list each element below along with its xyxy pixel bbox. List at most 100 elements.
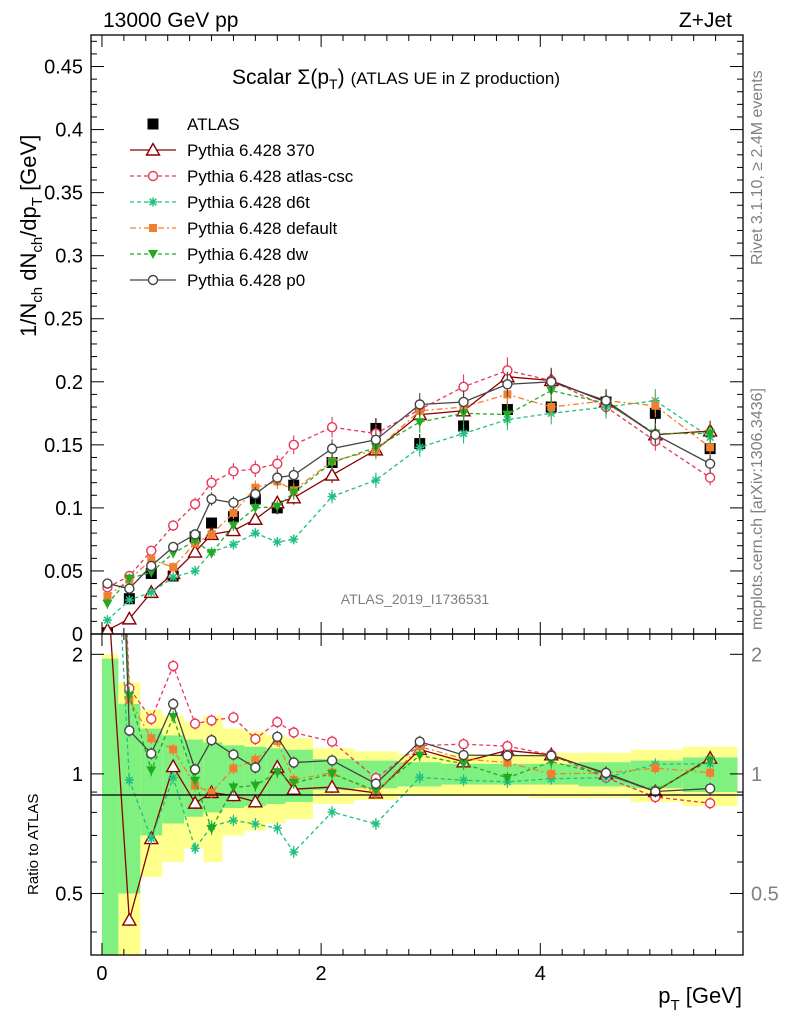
data-point-pythia-6-428-d6t [146, 587, 156, 597]
data-point-pythia-6-428-dw [327, 458, 338, 468]
data-point-pythia-6-428-d6t [102, 615, 112, 625]
data-point-pythia-6-428-p0 [546, 376, 557, 387]
ylabel-sub-ch1: ch [29, 287, 46, 303]
ratio-point-pythia-6-428-p0 [189, 764, 201, 775]
legend-label-atlas: ATLAS [187, 115, 240, 134]
ratio-point-pythia-6-428-p0 [146, 748, 157, 759]
ratio-point-pythia-6-428-dw [228, 783, 239, 793]
x-axis-label: pT [GeV] [658, 983, 742, 1014]
data-point-pythia-6-428-p0 [124, 583, 135, 594]
ratio-point-pythia-6-428-atlas-csc [206, 715, 217, 726]
ratio-point-pythia-6-428-default [251, 755, 260, 764]
band-inner [140, 728, 163, 836]
ratio-point-pythia-6-428-dw [458, 759, 469, 769]
y-tick-label: 0.25 [44, 309, 83, 331]
band-inner [244, 746, 267, 807]
chart-title: Scalar Σ(pT) (ATLAS UE in Z production) [232, 66, 560, 92]
ratio-point-pythia-6-428-atlas-csc [326, 736, 338, 747]
ratio-point-pythia-6-428-p0 [414, 736, 425, 747]
legend-marker-pythia-6-428-atlas-csc [147, 170, 159, 182]
data-point-pythia-6-428-default [229, 508, 238, 517]
legend-marker-pythia-6-428-370 [145, 142, 161, 156]
ratio-point-pythia-6-428-default [169, 745, 178, 754]
band-inner [441, 763, 486, 785]
data-point-atlas [206, 517, 218, 529]
data-point-pythia-6-428-dw [502, 410, 513, 420]
data-point-pythia-6-428-d6t [190, 566, 200, 576]
ratio-tick-label: 0.5 [55, 883, 83, 905]
ratio-point-pythia-6-428-d6t [146, 834, 156, 844]
ratio-point-pythia-6-428-d6t [168, 773, 178, 783]
ratio-point-pythia-6-428-d6t [250, 819, 260, 829]
x-tick-label: 2 [316, 963, 327, 985]
ratio-y-axis-label: Ratio to ATLAS [25, 794, 42, 895]
data-point-pythia-6-428-p0 [189, 529, 201, 540]
ratio-point-pythia-6-428-d6t [124, 775, 134, 785]
ratio-point-pythia-6-428-default [547, 769, 556, 778]
ratio-point-pythia-6-428-dw [502, 773, 513, 783]
x-tick-label: 0 [96, 963, 107, 985]
legend-label-pythia-6-428-d6t: Pythia 6.428 d6t [187, 193, 310, 212]
legend-marker-pythia-6-428-default [149, 224, 157, 232]
ratio-plot-frame [90, 633, 744, 956]
ratio-point-pythia-6-428-d6t [190, 843, 200, 853]
data-point-pythia-6-428-d6t [272, 537, 282, 547]
ratio-tick-label: 1 [72, 764, 83, 786]
ratio-point-pythia-6-428-p0 [458, 749, 469, 761]
ratio-point-pythia-6-428-p0 [704, 783, 716, 794]
ylabel-sub-ch2: ch [29, 237, 46, 253]
ratio-point-pythia-6-428-dw [250, 781, 261, 791]
header-process: Z+Jet [679, 9, 732, 32]
ratio-point-pythia-6-428-p0 [103, 133, 112, 142]
ratio-plot-series [103, 133, 718, 927]
ratio-point-pythia-6-428-d6t [228, 815, 238, 825]
data-point-pythia-6-428-p0 [167, 541, 179, 553]
xlabel-p: p [658, 983, 670, 1008]
data-point-pythia-6-428-default [103, 592, 112, 601]
ratio-tick-label-right: 2 [751, 644, 762, 666]
data-point-pythia-6-428-dw [272, 502, 283, 512]
legend-label-pythia-6-428-atlas-csc: Pythia 6.428 atlas-csc [187, 167, 354, 186]
title-close: ) [338, 66, 345, 89]
data-point-pythia-6-428-p0 [146, 560, 157, 572]
data-point-pythia-6-428-p0 [288, 469, 299, 481]
ratio-point-pythia-6-428-p0 [206, 734, 217, 746]
ratio-point-pythia-6-428-p0 [124, 725, 135, 736]
main-plot-series [100, 357, 718, 634]
ratio-point-pythia-6-428-atlas-csc [189, 718, 201, 729]
ratio-point-pythia-6-428-p0 [650, 786, 661, 797]
data-point-pythia-6-428-atlas-csc [228, 466, 239, 477]
y-tick-label: 0.4 [55, 120, 83, 142]
ratio-point-pythia-6-428-d6t [289, 847, 299, 857]
ratio-point-pythia-6-428-p0 [600, 767, 612, 779]
ratio-point-pythia-6-428-atlas-csc [272, 716, 283, 728]
ylabel-sub-t: T [29, 197, 46, 206]
ratio-point-pythia-6-428-dw [705, 756, 716, 766]
data-point-pythia-6-428-atlas-csc [272, 458, 283, 469]
ratio-point-pythia-6-428-d6t [459, 775, 469, 785]
ratio-point-pythia-6-428-d6t [371, 819, 381, 829]
data-point-pythia-6-428-atlas-csc [288, 439, 299, 451]
data-point-pythia-6-428-dw [124, 574, 135, 584]
rivet-version-label: Rivet 3.1.10, ≥ 2.4M events [749, 70, 766, 265]
title-main: Scalar Σ(p [232, 66, 329, 89]
data-point-pythia-6-428-dw [705, 429, 716, 439]
data-point-pythia-6-428-d6t [250, 528, 260, 538]
ratio-point-pythia-6-428-d6t [415, 772, 425, 782]
data-point-pythia-6-428-dw [288, 488, 299, 498]
ratio-point-pythia-6-428-dw [124, 691, 135, 701]
ratio-point-pythia-6-428-d6t [327, 807, 337, 817]
ratio-point-pythia-6-428-default [207, 788, 216, 797]
ratio-point-pythia-6-428-default [147, 734, 156, 743]
data-point-pythia-6-428-p0 [206, 493, 217, 505]
ratio-point-pythia-6-428-p0 [272, 731, 283, 742]
band-inner [203, 742, 223, 813]
ratio-point-pythia-6-428-370 [247, 793, 264, 808]
data-point-pythia-6-428-d6t [289, 534, 299, 544]
ylabel-d: [GeV] [16, 135, 41, 197]
ratio-tick-label-right: 0.5 [751, 883, 779, 905]
ratio-point-pythia-6-428-p0 [326, 755, 338, 766]
analysis-tag: ATLAS_2019_I1736531 [341, 591, 490, 607]
y-tick-label: 0.2 [55, 372, 83, 394]
